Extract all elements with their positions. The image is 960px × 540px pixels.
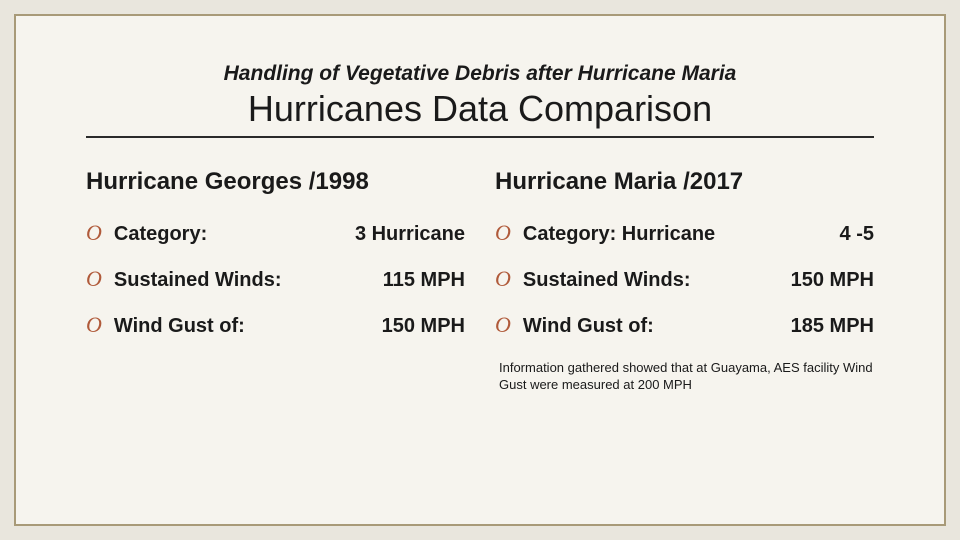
bullet-icon: O (86, 314, 102, 336)
list-item: O Sustained Winds: 115 MPH (86, 268, 465, 292)
item-label: Wind Gust of: (114, 315, 245, 338)
bullet-icon: O (495, 268, 511, 290)
bullet-icon: O (86, 268, 102, 290)
item-row: Category: 3 Hurricane (114, 223, 465, 246)
column-right: Hurricane Maria /2017 O Category: Hurric… (495, 168, 874, 394)
item-label: Sustained Winds: (114, 269, 282, 292)
item-value: 4 -5 (840, 223, 874, 246)
slide-frame: Handling of Vegetative Debris after Hurr… (14, 14, 946, 526)
item-label: Sustained Winds: (523, 269, 691, 292)
item-value: 3 Hurricane (355, 223, 465, 246)
right-heading: Hurricane Maria /2017 (495, 168, 874, 196)
item-value: 150 MPH (791, 269, 874, 292)
bullet-icon: O (86, 222, 102, 244)
left-heading: Hurricane Georges /1998 (86, 168, 465, 196)
list-item: O Category: 3 Hurricane (86, 222, 465, 246)
item-row: Sustained Winds: 150 MPH (523, 269, 874, 292)
slide-title: Hurricanes Data Comparison (86, 88, 874, 130)
column-left: Hurricane Georges /1998 O Category: 3 Hu… (86, 168, 465, 394)
header-block: Handling of Vegetative Debris after Hurr… (86, 62, 874, 138)
pretitle: Handling of Vegetative Debris after Hurr… (86, 62, 874, 86)
item-value: 115 MPH (383, 269, 465, 292)
item-label: Category: Hurricane (523, 223, 715, 246)
item-value: 150 MPH (382, 315, 465, 338)
item-row: Wind Gust of: 150 MPH (114, 315, 465, 338)
right-list: O Category: Hurricane 4 -5 O Sustained W… (495, 222, 874, 338)
list-item: O Sustained Winds: 150 MPH (495, 268, 874, 292)
item-value: 185 MPH (791, 315, 874, 338)
item-row: Sustained Winds: 115 MPH (114, 269, 465, 292)
comparison-columns: Hurricane Georges /1998 O Category: 3 Hu… (86, 168, 874, 394)
list-item: O Category: Hurricane 4 -5 (495, 222, 874, 246)
list-item: O Wind Gust of: 185 MPH (495, 314, 874, 338)
item-row: Category: Hurricane 4 -5 (523, 223, 874, 246)
bullet-icon: O (495, 222, 511, 244)
list-item: O Wind Gust of: 150 MPH (86, 314, 465, 338)
bullet-icon: O (495, 314, 511, 336)
item-label: Category: (114, 223, 207, 246)
left-list: O Category: 3 Hurricane O Sustained Wind… (86, 222, 465, 338)
title-underline (86, 136, 874, 138)
footnote: Information gathered showed that at Guay… (495, 360, 874, 394)
item-label: Wind Gust of: (523, 315, 654, 338)
item-row: Wind Gust of: 185 MPH (523, 315, 874, 338)
